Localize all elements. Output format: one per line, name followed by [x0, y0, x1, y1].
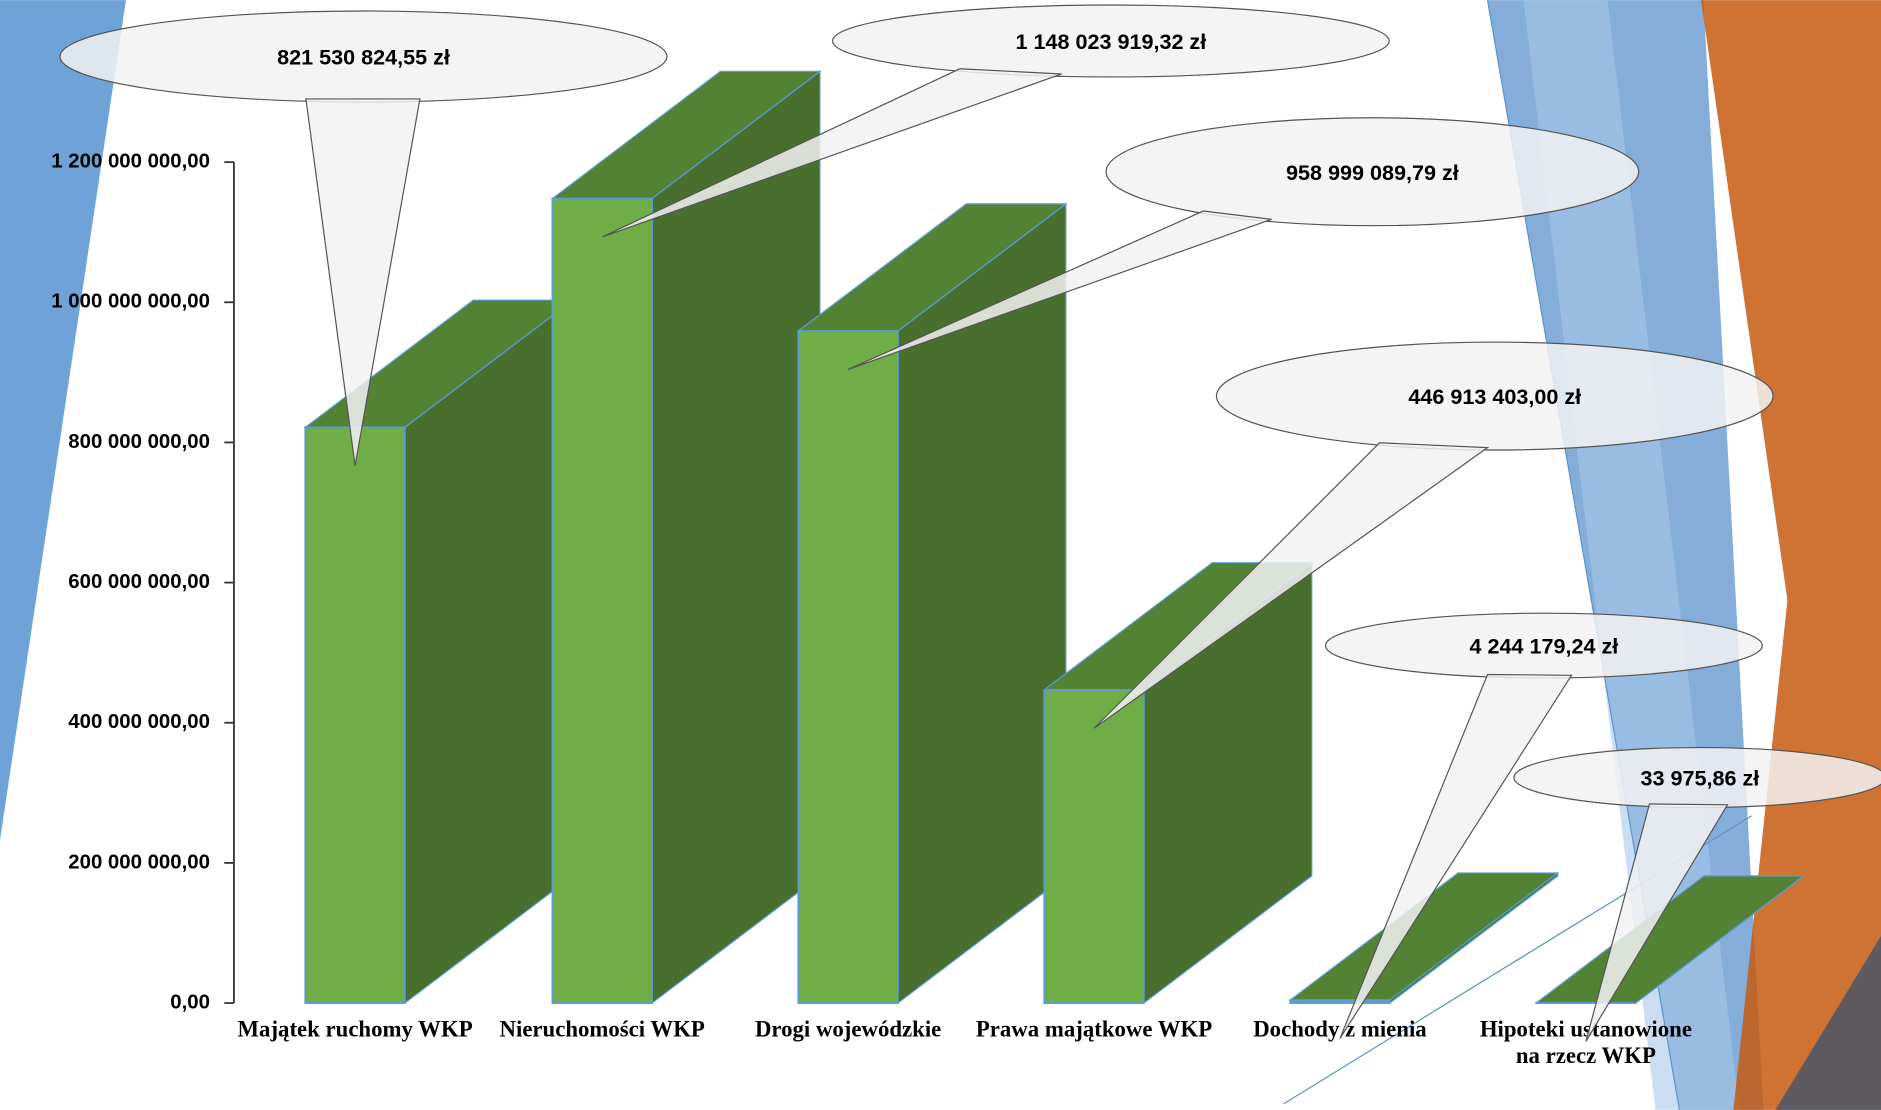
value-label: 958 999 089,79 zł: [1286, 160, 1459, 185]
bar-front: [1043, 688, 1145, 1004]
callout-pointer: [1339, 673, 1573, 1039]
x-tick-label: Prawa majątkowe WKP: [975, 1017, 1213, 1043]
bar: [1042, 561, 1314, 1005]
callout: 446 913 403,00 zł: [1093, 341, 1774, 729]
bar-side: [897, 202, 1067, 1005]
callout: 821 530 824,55 zł: [59, 10, 668, 466]
callout-pointer: [847, 210, 1272, 370]
bar: [796, 202, 1068, 1005]
callout-pointer: [1093, 442, 1490, 729]
callout-pointer: [601, 68, 1062, 238]
x-tick-label: Dochody z mienia: [1253, 1017, 1427, 1043]
value-label: 1 148 023 919,32 zł: [1015, 29, 1206, 54]
x-tick-label: Drogi wojewódzkie: [754, 1017, 942, 1043]
y-tick-label: 1 200 000 000,00: [51, 151, 210, 173]
callout-bubble: [831, 4, 1390, 78]
x-tick-label-box: Nieruchomości WKP: [499, 1017, 705, 1043]
callout: 33 975,86 zł: [1513, 746, 1881, 1042]
x-tick-label-box: Hipoteki ustanowione na rzecz WKP: [1479, 1017, 1692, 1070]
value-label: 821 530 824,55 zł: [277, 45, 450, 70]
x-tick-label-box: Prawa majątkowe WKP: [975, 1017, 1213, 1043]
y-tick-label: 0,00: [170, 991, 210, 1013]
x-tick-label: Hipoteki ustanowione na rzecz WKP: [1479, 1017, 1692, 1070]
y-tick-label: 200 000 000,00: [68, 851, 210, 873]
bar-front: [1289, 999, 1391, 1004]
bar-front: [304, 426, 406, 1004]
y-tick-label: 800 000 000,00: [68, 431, 210, 453]
y-tick-label: 1 000 000 000,00: [51, 291, 210, 313]
callout: 1 148 023 919,32 zł: [601, 4, 1390, 238]
bar-front: [797, 330, 899, 1004]
callout-pointer: [305, 98, 421, 466]
callout-pointer: [1585, 803, 1729, 1042]
bar-front: [551, 197, 653, 1004]
callout: 4 244 179,24 zł: [1324, 612, 1763, 1039]
x-tick-label: Majątek ruchomy WKP: [237, 1017, 473, 1043]
x-tick-label-box: Drogi wojewódzkie: [754, 1017, 942, 1043]
callout: 958 999 089,79 zł: [847, 117, 1640, 370]
bar-side: [651, 70, 821, 1005]
bar: [303, 298, 575, 1005]
x-tick-label-box: Dochody z mienia: [1253, 1017, 1427, 1043]
x-tick-label: Nieruchomości WKP: [499, 1017, 705, 1043]
y-tick-label: 400 000 000,00: [68, 711, 210, 733]
y-tick-label: 600 000 000,00: [68, 571, 210, 593]
value-label: 33 975,86 zł: [1640, 766, 1759, 791]
value-label: 446 913 403,00 zł: [1408, 384, 1581, 409]
value-label: 4 244 179,24 zł: [1470, 634, 1619, 659]
callout-bubble: [1105, 117, 1640, 227]
callout-bubble: [1215, 341, 1774, 451]
bar: [550, 70, 822, 1005]
x-tick-label-box: Majątek ruchomy WKP: [237, 1017, 473, 1043]
